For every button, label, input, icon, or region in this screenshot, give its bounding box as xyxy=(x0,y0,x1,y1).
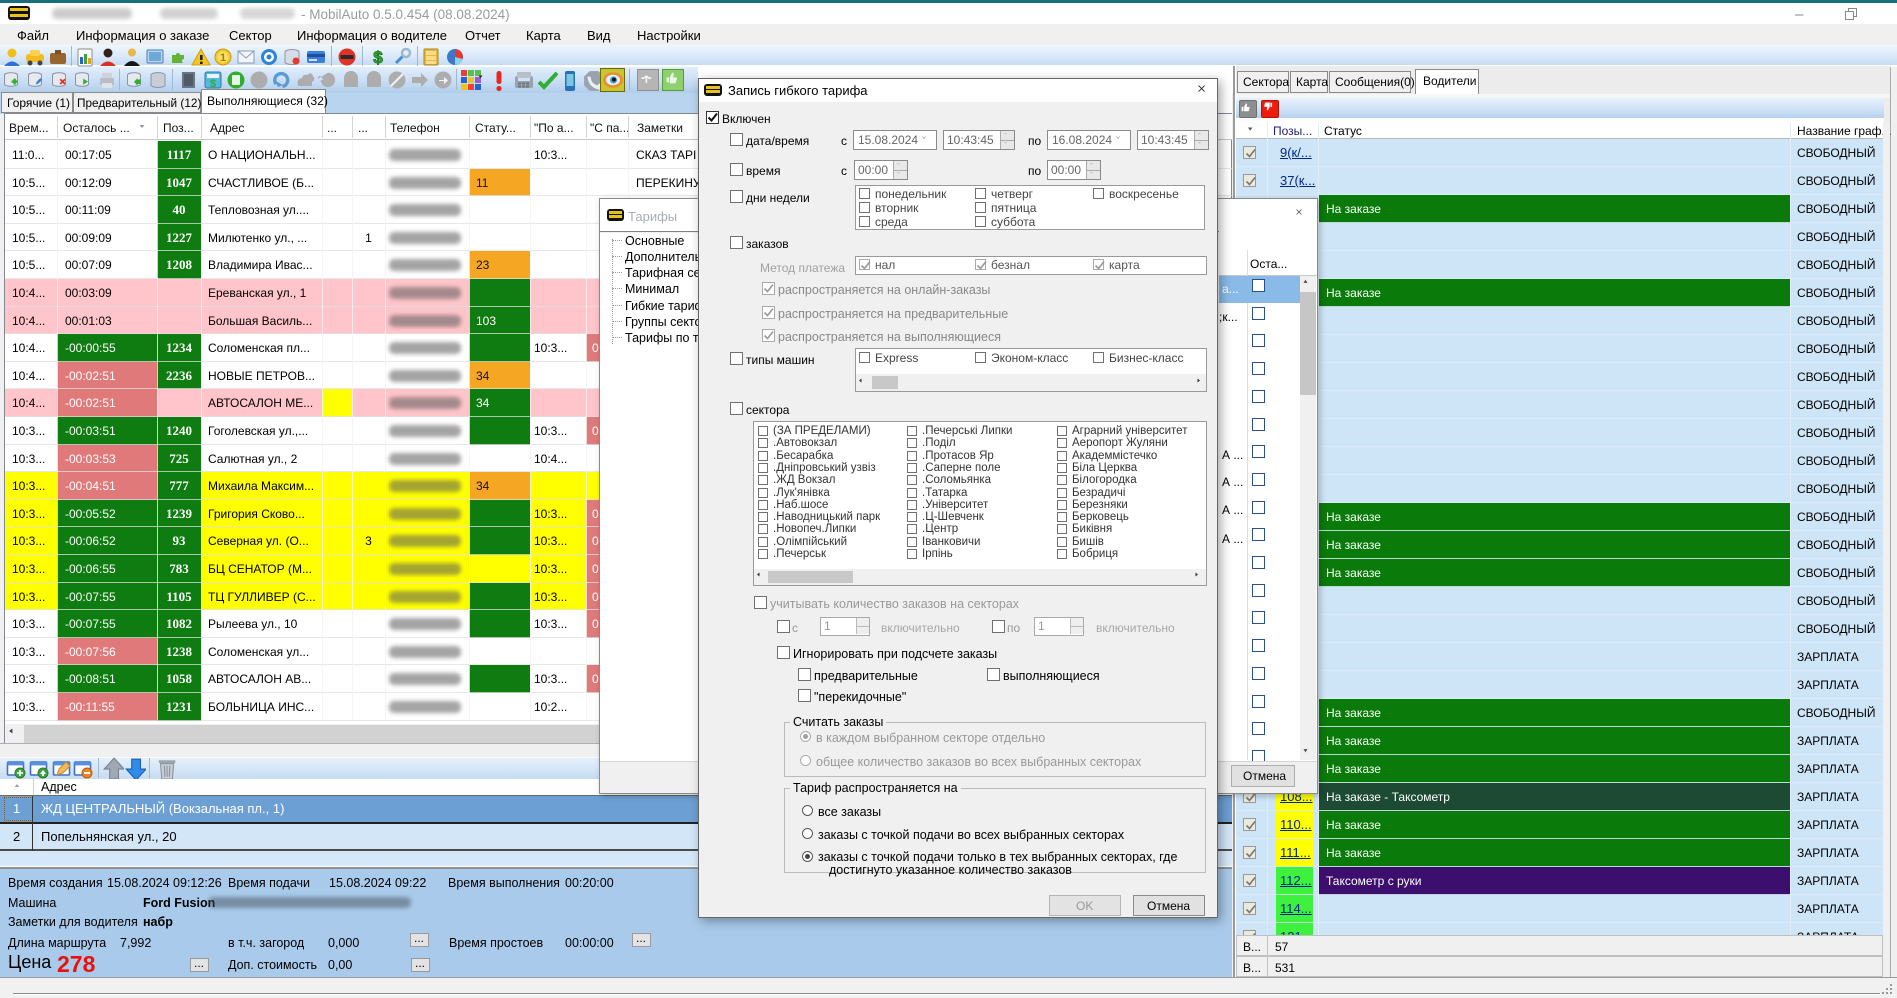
svg-text:$: $ xyxy=(373,48,383,67)
svg-text:$: $ xyxy=(210,78,216,90)
svg-text:1: 1 xyxy=(220,52,226,64)
